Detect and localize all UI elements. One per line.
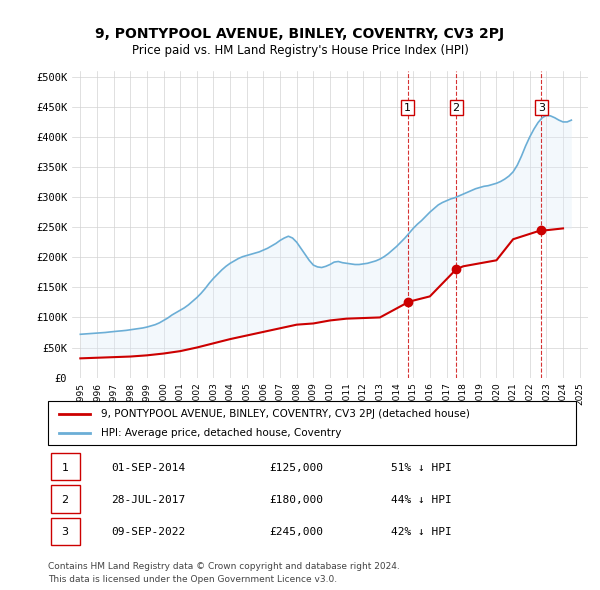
Text: £125,000: £125,000 — [270, 463, 324, 473]
Text: 28-JUL-2017: 28-JUL-2017 — [112, 495, 185, 505]
Text: 09-SEP-2022: 09-SEP-2022 — [112, 527, 185, 537]
FancyBboxPatch shape — [50, 486, 80, 513]
Text: Price paid vs. HM Land Registry's House Price Index (HPI): Price paid vs. HM Land Registry's House … — [131, 44, 469, 57]
Text: 1: 1 — [61, 463, 68, 473]
Text: 1: 1 — [404, 103, 411, 113]
Text: HPI: Average price, detached house, Coventry: HPI: Average price, detached house, Cove… — [101, 428, 341, 438]
FancyBboxPatch shape — [50, 518, 80, 545]
Text: 01-SEP-2014: 01-SEP-2014 — [112, 463, 185, 473]
Text: 2: 2 — [452, 103, 460, 113]
Text: 2: 2 — [61, 495, 68, 505]
Text: £180,000: £180,000 — [270, 495, 324, 505]
Text: 3: 3 — [61, 527, 68, 537]
FancyBboxPatch shape — [50, 453, 80, 480]
Text: This data is licensed under the Open Government Licence v3.0.: This data is licensed under the Open Gov… — [48, 575, 337, 584]
Text: 3: 3 — [538, 103, 545, 113]
Text: 9, PONTYPOOL AVENUE, BINLEY, COVENTRY, CV3 2PJ (detached house): 9, PONTYPOOL AVENUE, BINLEY, COVENTRY, C… — [101, 409, 470, 418]
Text: 51% ↓ HPI: 51% ↓ HPI — [391, 463, 452, 473]
Text: 44% ↓ HPI: 44% ↓ HPI — [391, 495, 452, 505]
Text: 9, PONTYPOOL AVENUE, BINLEY, COVENTRY, CV3 2PJ: 9, PONTYPOOL AVENUE, BINLEY, COVENTRY, C… — [95, 27, 505, 41]
Text: Contains HM Land Registry data © Crown copyright and database right 2024.: Contains HM Land Registry data © Crown c… — [48, 562, 400, 571]
Text: £245,000: £245,000 — [270, 527, 324, 537]
FancyBboxPatch shape — [48, 401, 576, 445]
Text: 42% ↓ HPI: 42% ↓ HPI — [391, 527, 452, 537]
